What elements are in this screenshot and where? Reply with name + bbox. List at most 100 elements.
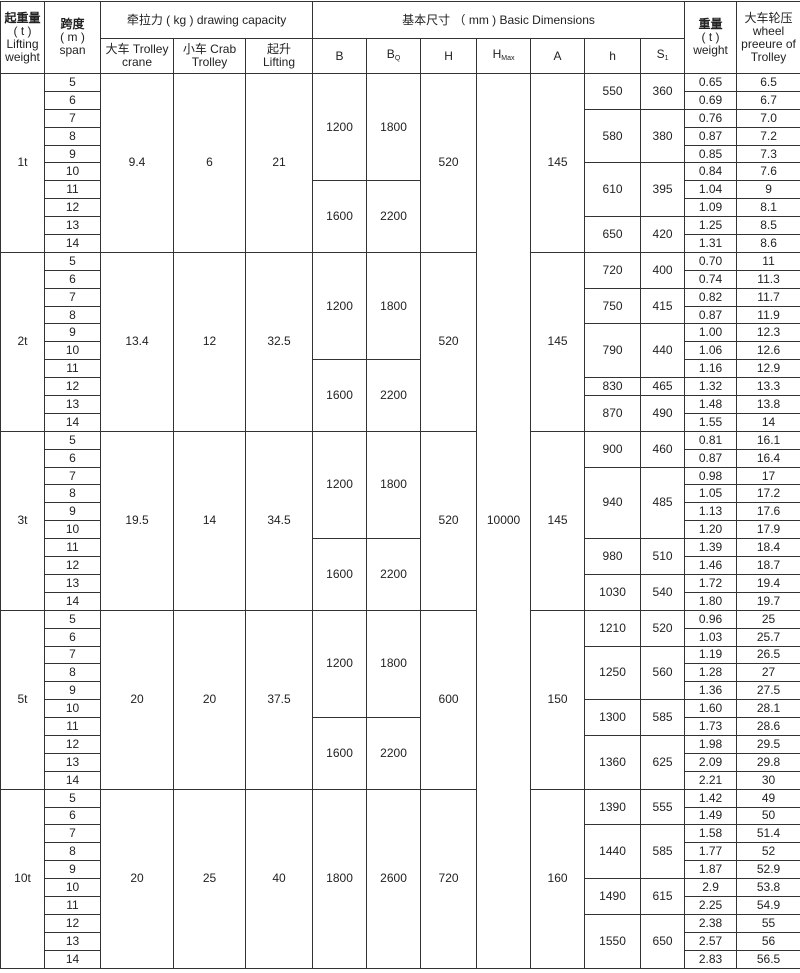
wheel-pressure-cell: 52.9 [737,861,800,879]
weight-cell: 1.00 [685,324,737,342]
span-cell: 14 [45,235,101,253]
header-bq: BQ [367,39,421,74]
wheel-pressure-cell: 11.7 [737,288,800,306]
lifting-weight-cell: 3t [1,431,45,610]
b-cell: 1200 [313,252,367,359]
b-cell: 1600 [313,539,367,611]
wheel-pressure-cell: 17 [737,467,800,485]
weight-cell: 0.84 [685,163,737,181]
span-cell: 11 [45,896,101,914]
header-span: 跨度( m )span [45,2,101,74]
lifting-cell: 21 [246,74,313,253]
wheel-pressure-cell: 52 [737,843,800,861]
weight-cell: 1.77 [685,843,737,861]
b-cell: 1600 [313,181,367,253]
weight-cell: 1.20 [685,521,737,539]
s1-cell: 625 [641,735,685,789]
weight-cell: 1.39 [685,539,737,557]
wheel-pressure-cell: 29.5 [737,735,800,753]
h-small-cell: 830 [585,378,641,396]
s1-cell: 585 [641,700,685,736]
weight-cell: 1.04 [685,181,737,199]
span-cell: 6 [45,91,101,109]
weight-cell: 2.25 [685,896,737,914]
span-cell: 7 [45,288,101,306]
weight-cell: 0.87 [685,306,737,324]
bq-cell: 2200 [367,539,421,611]
span-cell: 13 [45,396,101,414]
span-cell: 5 [45,74,101,92]
trolley-crane-cell: 20 [101,610,174,789]
h-small-cell: 1210 [585,610,641,646]
lifting-cell: 34.5 [246,431,313,610]
wheel-pressure-cell: 17.2 [737,485,800,503]
wheel-pressure-cell: 16.4 [737,449,800,467]
header-weight: 重量( t )weight [685,2,737,74]
bq-cell: 1800 [367,74,421,181]
header-drawing-capacity: 牵拉力 ( kg ) drawing capacity [101,2,313,39]
weight-cell: 1.80 [685,592,737,610]
span-cell: 8 [45,843,101,861]
span-cell: 9 [45,145,101,163]
wheel-pressure-cell: 50 [737,807,800,825]
wheel-pressure-cell: 13.8 [737,396,800,414]
lifting-cell: 32.5 [246,252,313,431]
weight-cell: 2.83 [685,950,737,968]
wheel-pressure-cell: 11 [737,252,800,270]
wheel-pressure-cell: 29.8 [737,753,800,771]
wheel-pressure-cell: 56 [737,932,800,950]
s1-cell: 360 [641,74,685,110]
span-cell: 12 [45,735,101,753]
header-b: B [313,39,367,74]
weight-cell: 1.03 [685,628,737,646]
weight-cell: 0.74 [685,270,737,288]
weight-cell: 1.73 [685,718,737,736]
s1-cell: 395 [641,163,685,217]
weight-cell: 0.87 [685,449,737,467]
s1-cell: 490 [641,396,685,432]
wheel-pressure-cell: 9 [737,181,800,199]
weight-cell: 2.38 [685,914,737,932]
weight-cell: 0.87 [685,127,737,145]
wheel-pressure-cell: 11.3 [737,270,800,288]
h-cell: 600 [421,610,477,789]
span-cell: 9 [45,503,101,521]
b-cell: 1200 [313,74,367,181]
wheel-pressure-cell: 28.1 [737,700,800,718]
s1-cell: 520 [641,610,685,646]
h-cell: 720 [421,789,477,968]
span-cell: 13 [45,574,101,592]
s1-cell: 460 [641,431,685,467]
span-cell: 6 [45,628,101,646]
h-small-cell: 1550 [585,914,641,968]
lifting-weight-cell: 1t [1,74,45,253]
s1-cell: 510 [641,539,685,575]
header-h: H [421,39,477,74]
s1-cell: 540 [641,574,685,610]
span-cell: 12 [45,378,101,396]
a-cell: 145 [531,74,585,253]
header-basic-dimensions: 基本尺寸 （ mm ) Basic Dimensions [313,2,685,39]
weight-cell: 1.05 [685,485,737,503]
weight-cell: 0.82 [685,288,737,306]
wheel-pressure-cell: 18.7 [737,557,800,575]
h-small-cell: 550 [585,74,641,110]
s1-cell: 485 [641,467,685,539]
span-cell: 12 [45,914,101,932]
bq-cell: 2200 [367,360,421,432]
wheel-pressure-cell: 27 [737,664,800,682]
header-hmax: HMax [477,39,531,74]
h-small-cell: 900 [585,431,641,467]
weight-cell: 1.36 [685,682,737,700]
wheel-pressure-cell: 12.9 [737,360,800,378]
hmax-cell: 10000 [477,74,531,969]
span-cell: 14 [45,413,101,431]
weight-cell: 1.46 [685,557,737,575]
s1-cell: 400 [641,252,685,288]
weight-cell: 1.58 [685,825,737,843]
span-cell: 5 [45,610,101,628]
